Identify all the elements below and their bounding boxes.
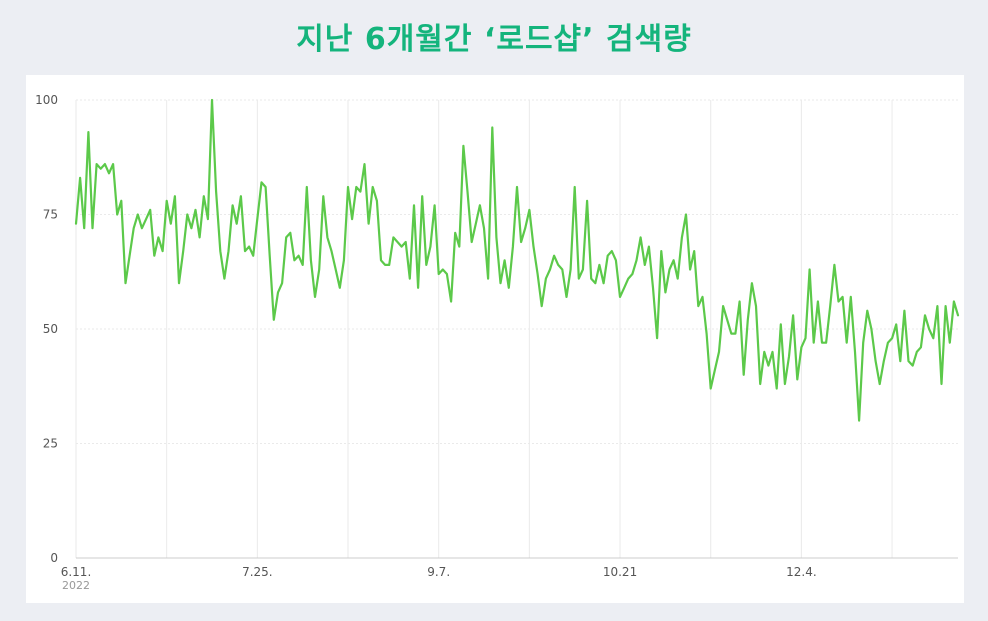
y-axis: 0 25 50 75 100 [35,93,58,565]
x-tick-label: 10.21 [603,565,637,579]
y-tick-label-75: 75 [43,208,58,222]
x-tick-label: 7.25. [242,565,273,579]
x-tick-label: 6.11. [61,565,92,579]
line-chart: 0 25 50 75 100 6.11.2022 7.25. 9.7. 10.21 12.4. [35,93,960,592]
grid-lines [75,99,958,559]
chart-title: 지난 6개월간 ‘로드샵’ 검색량 [296,22,692,57]
series-layer [74,98,960,422]
y-tick-label-50: 50 [43,322,58,336]
x-tick-sublabel: 2022 [62,579,90,592]
series-line [74,98,960,422]
chart-panel: 0 25 50 75 100 6.11. 2022 7.25. 9.7. 10.21 12.4. [26,75,964,603]
x-tick-label: 12.4. [786,565,817,579]
y-tick-label-100: 100 [35,93,58,107]
x-axis: 6.11.2022 7.25. 9.7. 10.21 12.4. [61,557,958,592]
x-tick-label: 9.7. [427,565,450,579]
y-tick-label-0: 0 [50,551,58,565]
y-tick-label-25: 25 [43,437,58,451]
